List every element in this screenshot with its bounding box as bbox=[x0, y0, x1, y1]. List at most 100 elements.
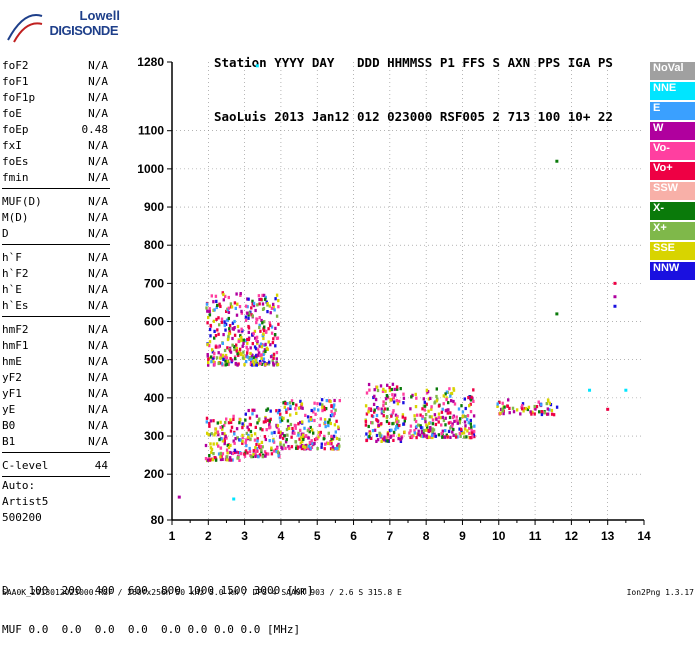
echo-trace-2 bbox=[293, 431, 296, 435]
echo-trace-6 bbox=[217, 351, 220, 355]
echo-trace-6 bbox=[251, 360, 255, 364]
echo-trace-6 bbox=[209, 334, 212, 338]
echo-trace-2 bbox=[283, 434, 286, 438]
echo-trace-3 bbox=[382, 400, 385, 404]
echo-trace-6 bbox=[247, 326, 251, 330]
x-tick-label: 12 bbox=[565, 529, 579, 543]
echo-trace-5 bbox=[526, 407, 529, 412]
echo-trace-1 bbox=[249, 437, 252, 441]
echo-trace-6 bbox=[230, 305, 234, 309]
echo-trace-6 bbox=[229, 302, 233, 306]
echo-trace-6 bbox=[256, 348, 260, 352]
echo-trace-1 bbox=[244, 438, 248, 442]
echo-trace-6 bbox=[213, 363, 216, 367]
echo-trace-1 bbox=[250, 433, 253, 438]
echo-trace-1 bbox=[264, 417, 267, 421]
echo-trace-2 bbox=[290, 399, 294, 403]
echo-trace-3 bbox=[369, 407, 372, 411]
echo-trace-4 bbox=[461, 414, 464, 418]
echo-trace-5 bbox=[512, 410, 516, 414]
echo-trace-4 bbox=[472, 433, 476, 437]
echo-trace-4 bbox=[433, 413, 437, 417]
legend-x: X+ bbox=[650, 222, 695, 240]
echo-trace-6 bbox=[210, 294, 213, 298]
echo-trace-0 bbox=[233, 451, 236, 455]
polarization-legend: NoVal NNE E W Vo- Vo+ SSW X- X+ SSE NNW bbox=[650, 62, 695, 282]
echo-trace-4 bbox=[427, 428, 430, 433]
echo-trace-5 bbox=[522, 409, 525, 413]
echo-trace-1 bbox=[277, 451, 280, 455]
muf-value: 0.0 bbox=[48, 623, 82, 636]
param-row-hmf2: hmF2 N/A bbox=[2, 322, 110, 338]
echo-trace-2 bbox=[334, 408, 337, 412]
echo-trace-6 bbox=[208, 327, 212, 332]
echo-trace-0 bbox=[212, 442, 215, 446]
echo-trace-6 bbox=[216, 303, 219, 307]
echo-trace-5 bbox=[502, 412, 505, 416]
echo-trace-0 bbox=[212, 452, 215, 456]
echo-trace-4 bbox=[452, 387, 455, 391]
echo-trace-4 bbox=[411, 435, 414, 439]
echo-trace-5 bbox=[508, 406, 511, 410]
param-row-hf: h`F N/A bbox=[2, 250, 110, 266]
legend-x: X- bbox=[650, 202, 695, 220]
param-name: hmE bbox=[2, 355, 22, 368]
echo-trace-0 bbox=[221, 457, 224, 461]
echo-trace-3 bbox=[404, 416, 407, 420]
echo-trace-3 bbox=[396, 387, 399, 391]
echo-trace-4 bbox=[449, 394, 452, 398]
param-row-yf2: yF2 N/A bbox=[2, 370, 110, 386]
param-value: N/A bbox=[88, 387, 108, 400]
ionogram-plot: 1 2 3 4 5 6 7 8 9 10 11 12 13 14802003004005006007008… bbox=[137, 55, 651, 543]
echo-trace-3 bbox=[379, 384, 383, 388]
echo-trace-0 bbox=[238, 458, 241, 462]
echo-trace-0 bbox=[231, 451, 234, 456]
echo-trace-2 bbox=[306, 415, 310, 419]
echo-trace-0 bbox=[232, 439, 235, 443]
header-value-2: Jan12 bbox=[311, 109, 358, 124]
echo-trace-2 bbox=[302, 444, 305, 448]
echo-trace-4 bbox=[433, 401, 436, 405]
echo-trace-5 bbox=[531, 410, 534, 414]
legend-noval: NoVal bbox=[650, 62, 695, 80]
echo-trace-1 bbox=[258, 417, 261, 421]
echo-trace-2 bbox=[331, 447, 334, 451]
echo-trace-6 bbox=[270, 306, 274, 310]
echo-trace-0 bbox=[227, 445, 231, 450]
echo-trace-0 bbox=[219, 446, 223, 450]
echo-trace-4 bbox=[473, 429, 476, 434]
echo-trace-0 bbox=[210, 432, 213, 436]
param-name: foF1p bbox=[2, 91, 36, 104]
echo-trace-3 bbox=[376, 419, 379, 423]
echo-trace-1 bbox=[254, 446, 257, 450]
echo-trace-6 bbox=[252, 301, 256, 305]
echo-trace-6 bbox=[242, 350, 245, 354]
echo-trace-6 bbox=[221, 291, 224, 295]
echo-trace-3 bbox=[382, 403, 385, 408]
echo-trace-2 bbox=[304, 434, 308, 438]
echo-trace-4 bbox=[410, 395, 413, 399]
echo-trace-6 bbox=[246, 311, 249, 315]
echo-trace-6 bbox=[241, 344, 244, 348]
legend-ssw: SSW bbox=[650, 182, 695, 200]
echo-trace-4 bbox=[451, 415, 455, 420]
echo-trace-0 bbox=[229, 418, 232, 422]
echo-trace-5 bbox=[546, 412, 550, 416]
echo-trace-5 bbox=[519, 412, 522, 416]
echo-trace-3 bbox=[377, 407, 380, 411]
echo-trace-6 bbox=[208, 344, 211, 348]
echo-trace-0 bbox=[228, 458, 231, 462]
echo-trace-2 bbox=[301, 440, 304, 444]
echo-trace-1 bbox=[247, 433, 250, 437]
echo-trace-1 bbox=[241, 422, 244, 426]
echo-trace-6 bbox=[224, 328, 227, 332]
echo-trace-3 bbox=[365, 391, 369, 395]
echo-trace-4 bbox=[468, 404, 471, 408]
echo-trace-1 bbox=[279, 443, 282, 447]
echo-trace-2 bbox=[325, 399, 328, 403]
echo-trace-4 bbox=[452, 427, 455, 432]
echo-trace-4 bbox=[469, 418, 472, 423]
echo-trace-6 bbox=[261, 293, 264, 297]
echo-trace-4 bbox=[425, 402, 428, 406]
echo-trace-6 bbox=[215, 305, 218, 310]
